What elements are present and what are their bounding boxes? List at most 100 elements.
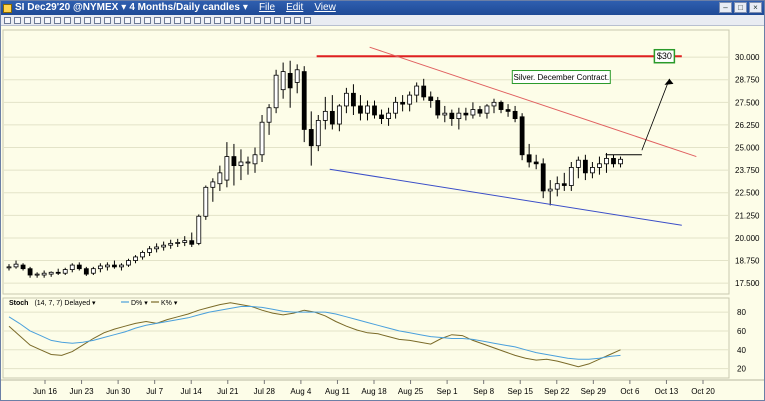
zoom-in-icon[interactable]	[94, 16, 101, 24]
crosshair-icon[interactable]	[14, 16, 21, 24]
chart-area: 30.000 28.750 27.500 26.250 25.000 23.750 22.5…	[1, 29, 764, 396]
candle-body	[301, 71, 307, 130]
gear-icon[interactable]	[194, 16, 201, 24]
period-dropdown-icon[interactable]: ▾	[242, 2, 248, 13]
date-tick-label: Aug 4	[290, 387, 311, 396]
tag-icon[interactable]	[204, 16, 211, 24]
drawing-toolbar	[1, 15, 764, 26]
ellipse-tool-icon[interactable]	[64, 16, 71, 24]
candle-body	[470, 109, 476, 116]
bell-icon[interactable]	[244, 16, 251, 24]
arrow-tool-icon[interactable]	[84, 16, 91, 24]
candle	[519, 113, 525, 161]
print-icon[interactable]	[294, 16, 301, 24]
line-tool-icon[interactable]	[24, 16, 31, 24]
fib-tool-icon[interactable]	[44, 16, 51, 24]
minimize-icon[interactable]: –	[719, 2, 732, 13]
candle	[400, 95, 406, 112]
price-tick-label: 25.000	[735, 144, 760, 153]
window-title[interactable]: SI Dec29'20 @NYMEX	[15, 2, 119, 13]
candle-body	[597, 163, 602, 168]
color-icon[interactable]	[144, 16, 151, 24]
candle	[526, 143, 532, 168]
draw-icon[interactable]	[134, 16, 141, 24]
symbol-dropdown-icon[interactable]: ▾	[121, 2, 127, 13]
candle	[189, 232, 195, 247]
lower-trend-line[interactable]	[329, 168, 682, 226]
candle	[280, 62, 286, 99]
save-icon[interactable]	[284, 16, 291, 24]
candle	[48, 271, 54, 277]
close-icon[interactable]: ×	[749, 2, 762, 13]
candle	[329, 95, 335, 130]
rect-tool-icon[interactable]	[74, 16, 81, 24]
date-tick-label: Oct 13	[655, 387, 679, 396]
candle-body	[196, 215, 202, 244]
candle-body	[154, 246, 160, 250]
candle-body	[147, 248, 152, 253]
date-tick-label: Jun 23	[70, 387, 95, 396]
settings-icon[interactable]	[184, 16, 191, 24]
flag-icon[interactable]	[224, 16, 231, 24]
candle-body	[315, 120, 321, 147]
date-tick-label: Sep 1	[437, 387, 458, 396]
candle	[343, 87, 349, 114]
upper-trend-line[interactable]	[369, 46, 697, 158]
candle-body	[505, 109, 511, 112]
candle-body	[512, 110, 518, 120]
candle-body	[428, 96, 434, 101]
menu-view[interactable]: View	[314, 2, 336, 13]
date-tick-label: Sep 15	[508, 387, 534, 396]
candle	[604, 152, 609, 173]
candle-body	[280, 71, 286, 91]
maximize-icon[interactable]: □	[734, 2, 747, 13]
help-icon[interactable]	[304, 16, 311, 24]
palette-icon[interactable]	[154, 16, 161, 24]
candle	[83, 266, 89, 276]
arrowhead-icon	[664, 78, 674, 85]
pointer-icon[interactable]	[4, 16, 11, 24]
candle-body	[590, 167, 595, 174]
legend-label: K% ▾	[161, 300, 178, 307]
text-tool-icon[interactable]	[54, 16, 61, 24]
candle	[168, 239, 174, 249]
date-axis: Jun 16 Jun 23 Jun 30 Jul 7 Jul 14 Jul 21 Jul 2…	[1, 379, 764, 396]
candle	[126, 258, 131, 267]
candle-body	[55, 271, 61, 274]
paste-icon[interactable]	[274, 16, 281, 24]
price-tick-label: 26.250	[735, 121, 760, 130]
measure-icon[interactable]	[114, 16, 121, 24]
erase-icon[interactable]	[124, 16, 131, 24]
copy-icon[interactable]	[264, 16, 271, 24]
candle-body	[365, 105, 370, 114]
contract-note[interactable]: Silver. December Contract.	[511, 70, 611, 85]
candle	[351, 84, 356, 115]
candle-body	[400, 101, 406, 105]
candle	[196, 214, 202, 246]
menu-file[interactable]: File	[258, 2, 276, 13]
lock-icon[interactable]	[164, 16, 171, 24]
channel-tool-icon[interactable]	[34, 16, 41, 24]
target-price-label[interactable]: $30	[653, 48, 676, 64]
period-label[interactable]: 4 Months/Daily candles	[129, 2, 240, 13]
candle	[210, 178, 216, 202]
date-tick-label: Sep 22	[544, 387, 570, 396]
menu-edit[interactable]: Edit	[286, 2, 304, 13]
candle	[618, 156, 623, 168]
candle-body	[351, 92, 356, 107]
candle-body	[224, 156, 230, 181]
candle	[231, 143, 237, 186]
star-icon[interactable]	[214, 16, 221, 24]
candle-body	[533, 161, 539, 165]
candle-body	[105, 264, 110, 268]
zoom-out-icon[interactable]	[104, 16, 111, 24]
grid-icon[interactable]	[174, 16, 181, 24]
projection-arrow-line[interactable]	[641, 78, 670, 151]
candle	[301, 66, 307, 143]
candle-body	[491, 101, 497, 107]
link-icon[interactable]	[254, 16, 261, 24]
candle-body	[182, 240, 188, 243]
target-icon[interactable]	[234, 16, 241, 24]
candle	[336, 104, 342, 132]
